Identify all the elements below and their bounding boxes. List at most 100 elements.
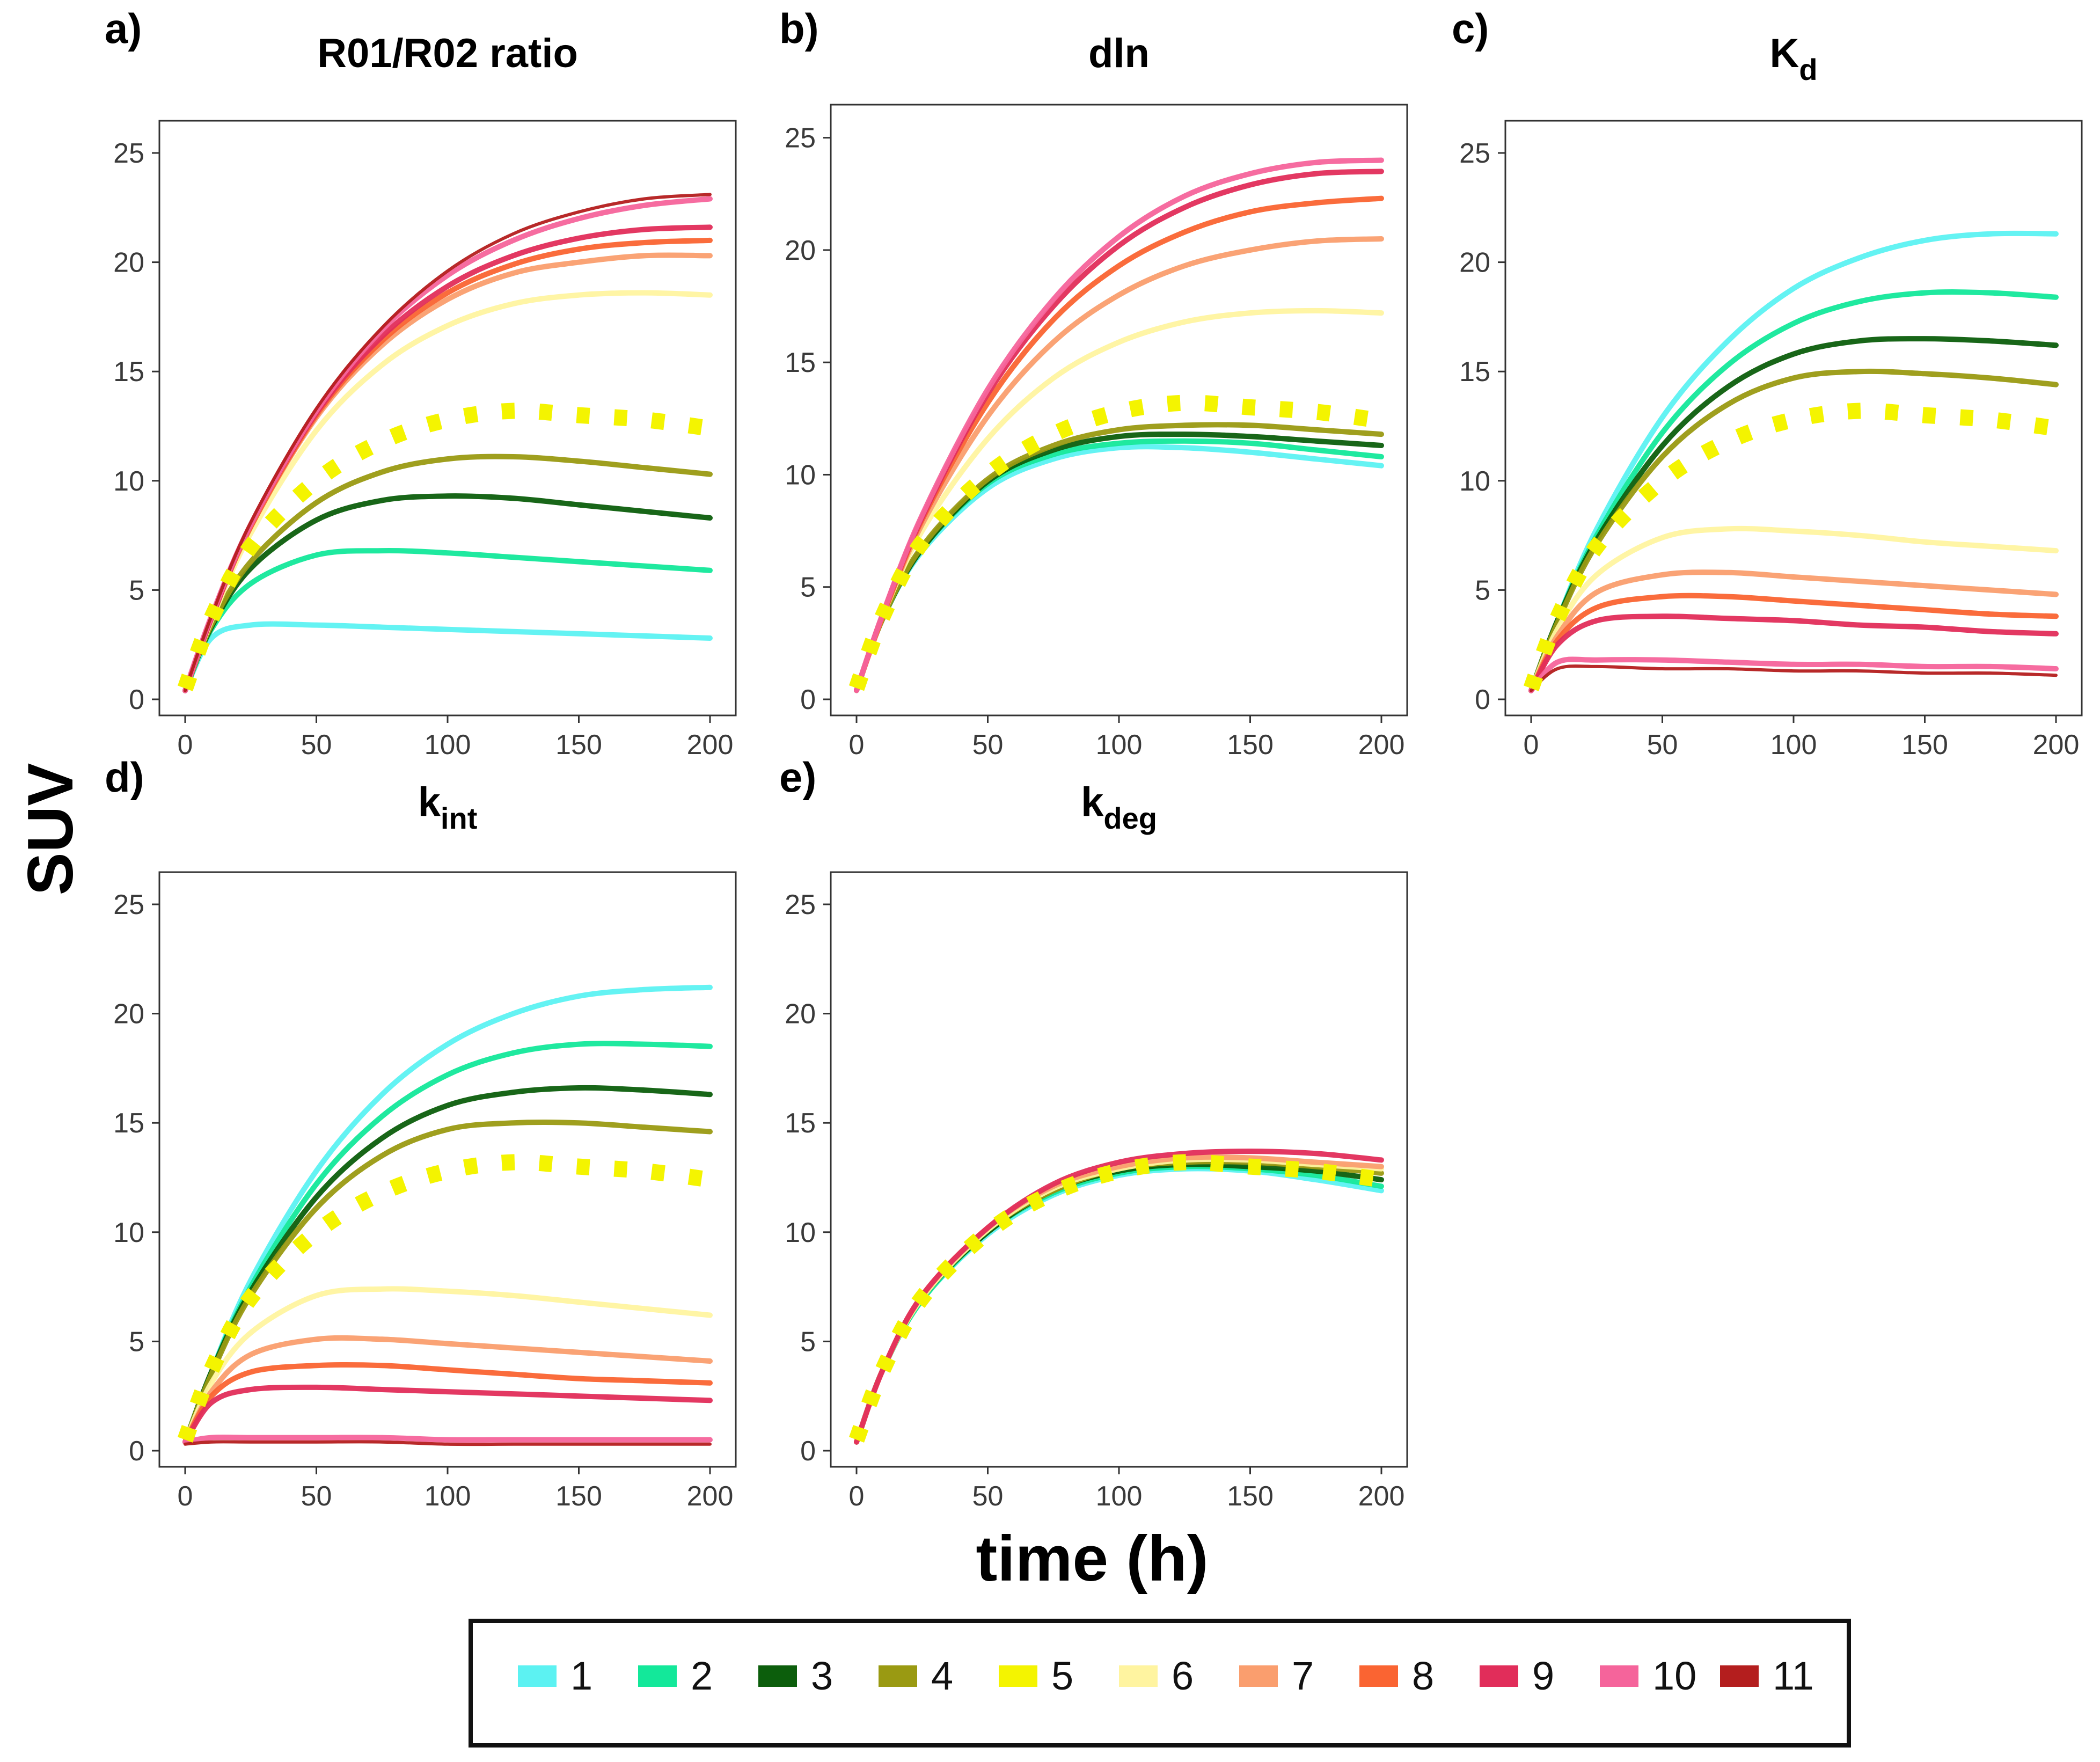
x-tick-label: 0 [849, 729, 865, 761]
x-tick-label: 200 [2033, 729, 2080, 761]
reference-line-5 [848, 394, 1383, 691]
panel-5: 0 50 100 150 200 0 5 10 15 20 25 e) kdeg [779, 754, 1408, 1512]
y-tick-label: 0 [800, 684, 816, 715]
legend-label: 9 [1532, 1654, 1554, 1698]
y-tick-label: 25 [785, 889, 816, 920]
panel-letter: e) [779, 754, 816, 801]
legend-item-2: 2 [638, 1654, 713, 1698]
y-tick-label: 10 [1459, 466, 1490, 497]
series-line-10 [854, 157, 1384, 693]
y-tick-label: 15 [1459, 356, 1490, 388]
x-tick-label: 0 [1524, 729, 1539, 761]
legend: 1 2 3 4 5 6 7 8 9 10 11 [469, 1619, 1851, 1748]
series-line-4 [182, 454, 713, 693]
legend-label: 4 [931, 1654, 953, 1698]
x-tick-label: 0 [849, 1481, 865, 1512]
x-tick-label: 100 [1770, 729, 1817, 761]
y-tick-label: 20 [785, 999, 816, 1030]
panel-4: 0 50 100 150 200 0 5 10 15 20 25 d) kint [105, 754, 737, 1512]
panel-title-main: k [1081, 779, 1104, 825]
panel-title: Kd [1769, 31, 1817, 86]
series-line-1 [182, 621, 713, 693]
y-tick-label: 0 [129, 684, 144, 715]
legend-item-7: 7 [1239, 1654, 1314, 1698]
x-tick-label: 150 [555, 729, 602, 761]
series-line-6 [182, 1286, 713, 1445]
series-line-2 [182, 547, 713, 693]
legend-label: 10 [1652, 1654, 1696, 1698]
panel-letter: d) [105, 754, 144, 801]
y-tick-label: 25 [1459, 138, 1490, 169]
plot-area [848, 157, 1384, 693]
x-tick-label: 150 [555, 1481, 602, 1512]
y-tick-label: 0 [800, 1436, 816, 1467]
panel-title-sub: d [1799, 53, 1817, 86]
y-tick-label: 20 [785, 235, 816, 266]
legend-item-9: 9 [1480, 1654, 1554, 1698]
legend-swatch [999, 1665, 1037, 1687]
reference-line-5 [177, 403, 711, 691]
x-tick-label: 150 [1227, 1481, 1274, 1512]
legend-item-5: 5 [999, 1654, 1073, 1698]
x-tick-label: 50 [972, 729, 1004, 761]
legend-label: 7 [1292, 1654, 1314, 1698]
y-tick-label: 10 [113, 1217, 144, 1248]
legend-item-10: 10 [1600, 1654, 1696, 1698]
panel-title-main: K [1769, 31, 1799, 76]
series-line-8 [182, 1362, 713, 1445]
series-line-7 [182, 1335, 713, 1445]
panel-3: 0 50 100 150 200 0 5 10 15 20 25 c) Kd [1452, 5, 2083, 761]
x-tick-label: 50 [301, 729, 332, 761]
panel-title-main: k [418, 779, 441, 825]
panel-title-sub: int [441, 801, 477, 835]
y-tick-label: 5 [129, 575, 144, 606]
legend-label: 11 [1773, 1654, 1814, 1698]
panel-title: kint [418, 779, 478, 835]
plot-area [1523, 230, 2059, 693]
legend-swatch [638, 1665, 677, 1687]
y-tick-label: 5 [800, 572, 816, 603]
legend-item-6: 6 [1119, 1654, 1194, 1698]
panel-frame [158, 120, 737, 717]
panel-letter: b) [779, 5, 819, 52]
plot-area [848, 1149, 1384, 1445]
x-tick-label: 50 [1647, 729, 1678, 761]
legend-label: 3 [811, 1654, 833, 1698]
x-axis-title: time (h) [976, 1523, 1208, 1595]
y-tick-label: 25 [785, 123, 816, 154]
legend-label: 1 [570, 1654, 592, 1698]
y-tick-label: 15 [785, 347, 816, 378]
y-tick-label: 15 [785, 1108, 816, 1139]
series-line-11 [184, 1440, 712, 1446]
legend-label: 6 [1172, 1654, 1194, 1698]
x-tick-label: 0 [178, 729, 193, 761]
panel-title-main: dln [1088, 31, 1150, 76]
y-tick-label: 20 [113, 247, 144, 279]
x-tick-label: 100 [1096, 1481, 1143, 1512]
legend-item-3: 3 [758, 1654, 833, 1698]
legend-swatch [758, 1665, 797, 1687]
series-line-9 [182, 1384, 713, 1445]
legend-label: 5 [1051, 1654, 1073, 1698]
legend-item-4: 4 [879, 1654, 953, 1698]
series-line-9 [1528, 613, 2059, 693]
x-tick-label: 100 [425, 729, 471, 761]
x-tick-label: 150 [1901, 729, 1948, 761]
y-tick-label: 20 [113, 999, 144, 1030]
series-line-10 [1528, 656, 2059, 693]
panel-title-sub: deg [1103, 801, 1157, 835]
panel-title: kdeg [1081, 779, 1157, 835]
legend-label: 8 [1412, 1654, 1434, 1698]
legend-item-8: 8 [1359, 1654, 1434, 1698]
y-tick-label: 25 [113, 889, 144, 920]
legend-swatch [1720, 1665, 1759, 1687]
panel-title: dln [1088, 31, 1150, 76]
legend-swatch [1480, 1665, 1518, 1687]
series-line-6 [1528, 525, 2059, 693]
panel-2: 0 50 100 150 200 0 5 10 15 20 25 b) dln [779, 5, 1408, 761]
series-line-10 [182, 1434, 713, 1445]
legend-swatch [518, 1665, 557, 1687]
x-tick-label: 100 [1096, 729, 1143, 761]
